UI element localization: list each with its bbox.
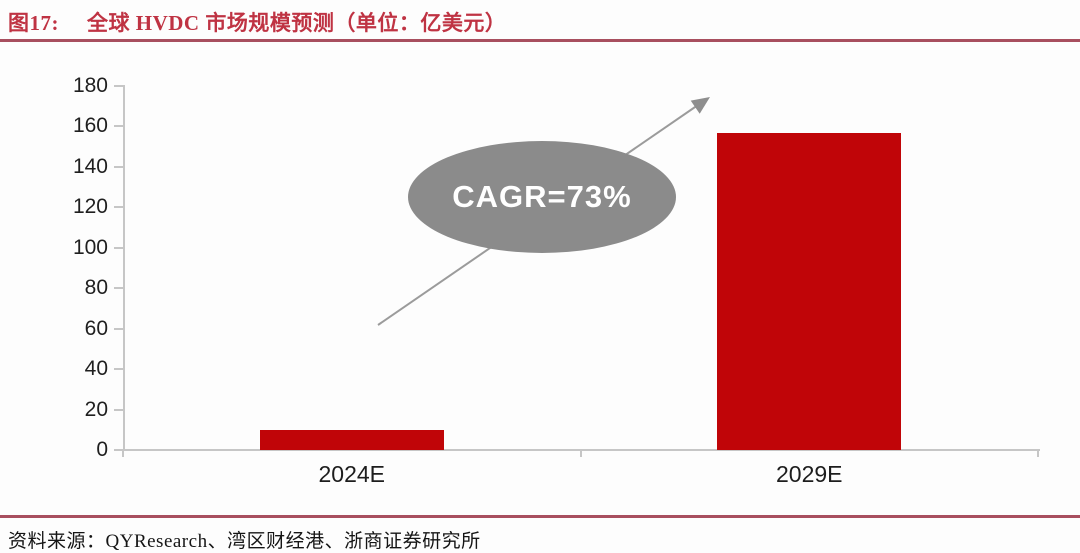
y-axis-line bbox=[123, 85, 125, 451]
x-axis-tick-mark bbox=[1037, 451, 1039, 457]
bar-2024E bbox=[259, 429, 444, 450]
y-axis-tick-label: 20 bbox=[84, 397, 108, 421]
y-axis-tick-label: 60 bbox=[84, 316, 108, 340]
data-source-note: 资料来源：QYResearch、湾区财经港、浙商证券研究所 bbox=[8, 531, 481, 552]
y-axis-tick-label: 180 bbox=[72, 74, 108, 97]
cagr-annotation-bubble: CAGR=73% bbox=[408, 141, 676, 253]
x-axis-tick-mark bbox=[122, 451, 124, 457]
top-divider-line bbox=[0, 39, 1080, 42]
y-axis-tick-mark bbox=[114, 287, 123, 290]
bottom-divider-line bbox=[0, 515, 1080, 518]
y-axis-tick-mark bbox=[114, 368, 123, 371]
y-axis-tick-label: 0 bbox=[96, 438, 108, 461]
cagr-annotation-label: CAGR=73% bbox=[452, 179, 632, 214]
figure-number-label: 图17: bbox=[8, 11, 59, 35]
y-axis-tick-label: 120 bbox=[72, 195, 108, 219]
y-axis-tick-mark bbox=[114, 327, 123, 330]
y-axis-tick-label: 100 bbox=[72, 235, 108, 259]
bar-2029E bbox=[717, 132, 902, 450]
y-axis-tick-label: 160 bbox=[72, 114, 108, 138]
y-axis-tick-mark bbox=[114, 206, 123, 209]
y-axis-tick-label: 80 bbox=[84, 276, 108, 300]
y-axis-tick-mark bbox=[114, 125, 123, 128]
chart-title: 图17: 全球 HVDC 市场规模预测（单位：亿美元） bbox=[8, 7, 506, 37]
y-axis-tick-label: 40 bbox=[84, 357, 108, 381]
x-axis-category-label: 2029E bbox=[775, 461, 843, 487]
x-axis-line bbox=[123, 449, 1040, 451]
x-axis-tick-mark bbox=[579, 451, 582, 457]
y-axis-tick-label: 140 bbox=[72, 154, 108, 178]
y-axis-tick-mark bbox=[114, 165, 123, 168]
y-axis-tick-mark bbox=[114, 246, 123, 249]
chart-title-text: 全球 HVDC 市场规模预测（单位：亿美元） bbox=[87, 11, 507, 35]
x-axis-category-label: 2024E bbox=[318, 461, 385, 487]
y-axis-tick-mark bbox=[114, 449, 123, 451]
y-axis-tick-mark bbox=[114, 408, 123, 411]
y-axis-tick-mark bbox=[114, 85, 123, 87]
